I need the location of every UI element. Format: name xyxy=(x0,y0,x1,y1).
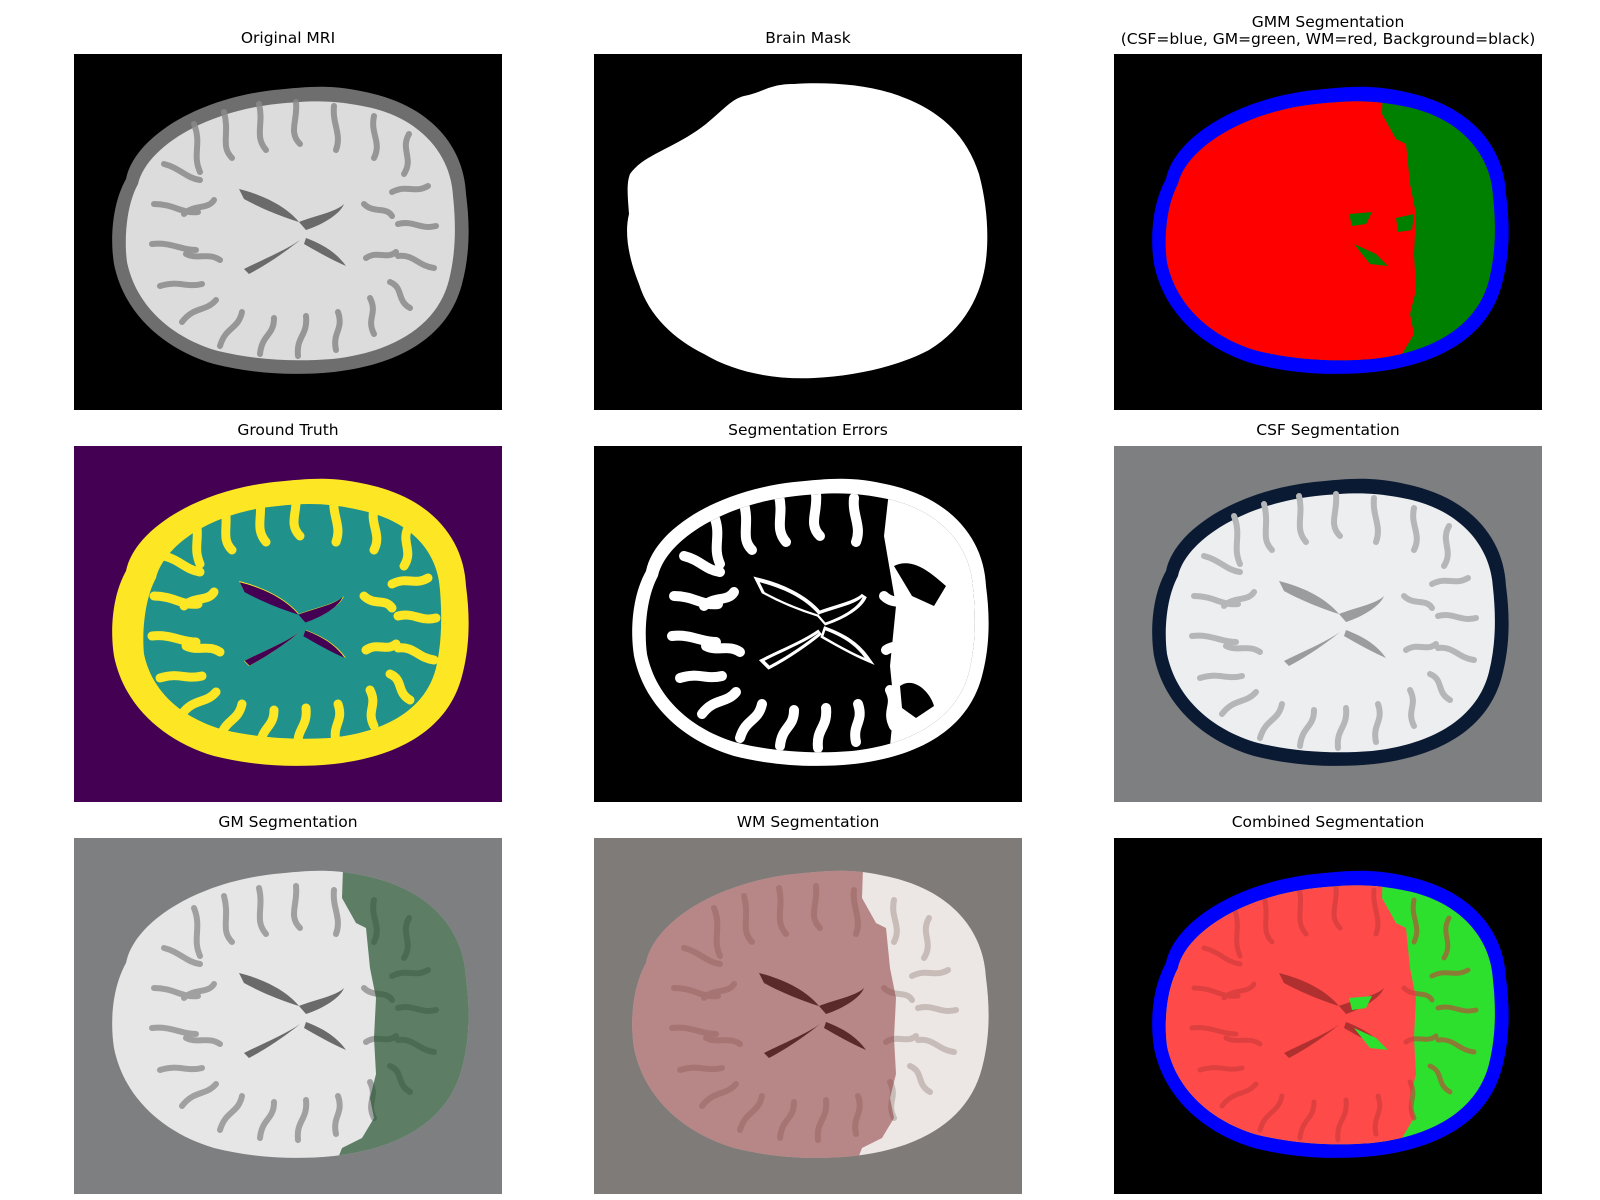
panel-title: WM Segmentation xyxy=(736,813,880,831)
panel-title: GMM Segmentation (CSF=blue, GM=green, WM… xyxy=(1114,14,1542,48)
panel-title: Ground Truth xyxy=(237,421,339,439)
panel-wm-segmentation: WM Segmentation xyxy=(594,814,1022,1194)
panel-ground-truth: Ground Truth xyxy=(74,422,502,802)
panel-original-mri: Original MRI xyxy=(74,30,502,410)
errors-image xyxy=(594,446,1022,802)
panel-title: Combined Segmentation xyxy=(1231,813,1425,831)
gmm-image xyxy=(1114,54,1542,410)
panel-title-line2: (CSF=blue, GM=green, WM=red, Background=… xyxy=(1120,30,1536,48)
panel-combined-segmentation: Combined Segmentation xyxy=(1114,814,1542,1194)
csf-image xyxy=(1114,446,1542,802)
mask-image xyxy=(594,54,1022,410)
panel-gmm-segmentation: GMM Segmentation (CSF=blue, GM=green, WM… xyxy=(1114,14,1542,410)
panel-segmentation-errors: Segmentation Errors xyxy=(594,422,1022,802)
panel-title-line1: GMM Segmentation xyxy=(1251,13,1405,31)
panel-gm-segmentation: GM Segmentation xyxy=(74,814,502,1194)
combined-image xyxy=(1114,838,1542,1194)
panel-title: Segmentation Errors xyxy=(728,421,888,439)
panel-csf-segmentation: CSF Segmentation xyxy=(1114,422,1542,802)
wm-image xyxy=(594,838,1022,1194)
panel-title: Brain Mask xyxy=(765,29,851,47)
gm-image xyxy=(74,838,502,1194)
panel-title: Original MRI xyxy=(240,29,336,47)
mri-image xyxy=(74,54,502,410)
panel-brain-mask: Brain Mask xyxy=(594,30,1022,410)
panel-title: CSF Segmentation xyxy=(1256,421,1400,439)
panel-title: GM Segmentation xyxy=(218,813,358,831)
ground-truth-image xyxy=(74,446,502,802)
